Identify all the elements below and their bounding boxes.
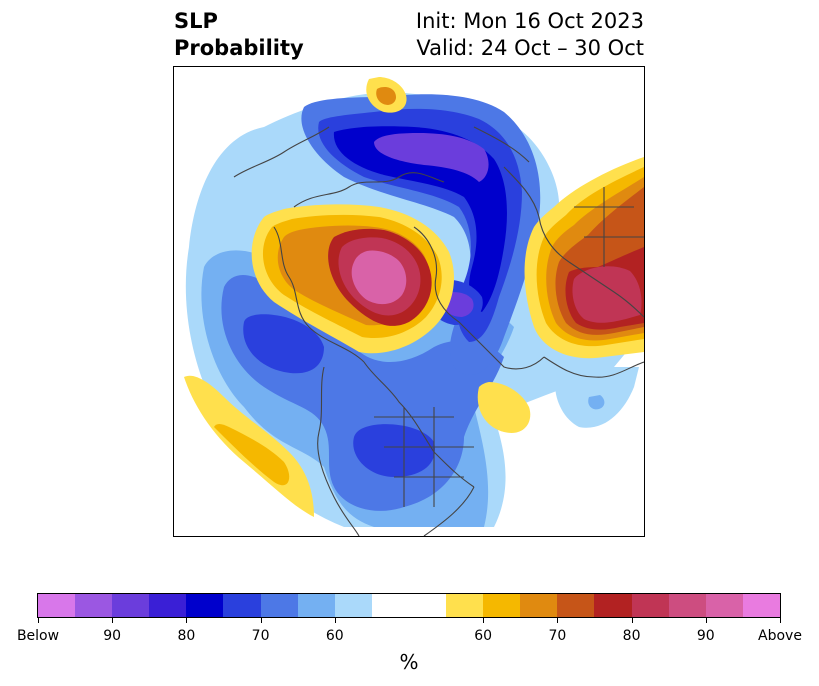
- prob-area-blue-strong-us: [353, 424, 435, 477]
- colorbar-tick-label: 70: [548, 628, 567, 644]
- prob-area-atlantic-yellow: [477, 382, 531, 433]
- colorbar: [37, 593, 781, 618]
- prob-area-pacific-orange: [214, 424, 290, 486]
- colorbar-segment: [186, 594, 224, 617]
- colorbar-segment: [631, 594, 669, 617]
- colorbar-segment: [297, 594, 335, 617]
- colorbar-tick-mark: [260, 618, 262, 623]
- colorbar-segment: [112, 594, 150, 617]
- colorbar-segment: [260, 594, 298, 617]
- colorbar-tick-label: 60: [325, 628, 344, 644]
- colorbar-tick-mark: [557, 618, 559, 623]
- colorbar-segment: [520, 594, 558, 617]
- prob-area-arctic-purple: [374, 133, 489, 182]
- colorbar-segment: [75, 594, 113, 617]
- colorbar-segment: [334, 594, 372, 617]
- colorbar-tick-mark: [186, 618, 188, 623]
- title-line-1: SLP: [174, 9, 218, 33]
- colorbar-tick-label: 70: [251, 628, 270, 644]
- colorbar-segment: [408, 594, 447, 617]
- colorbar-tick-label: Below: [16, 628, 60, 644]
- colorbar-tick-mark: [631, 618, 633, 623]
- title-line-2: Probability: [174, 36, 304, 60]
- colorbar-segment: [483, 594, 521, 617]
- colorbar-unit: %: [399, 650, 419, 674]
- prob-area-atlantic-blue-mid: [588, 395, 605, 410]
- coastlines: [233, 126, 644, 536]
- map-svg: [184, 77, 644, 536]
- colorbar-tick-mark: [112, 618, 114, 623]
- init-date: Init: Mon 16 Oct 2023: [415, 9, 644, 33]
- colorbar-tick-label: 80: [622, 628, 641, 644]
- colorbar-tick-label: 90: [103, 628, 122, 644]
- colorbar-segment: [742, 594, 780, 617]
- colorbar-tick-mark: [334, 618, 336, 623]
- colorbar-tick-mark: [38, 618, 39, 623]
- prob-area-east-crimson: [572, 266, 642, 323]
- prob-area-blue-strong: [243, 314, 324, 374]
- colorbar-tick-mark: [780, 618, 781, 623]
- prob-area-warm-pink: [351, 250, 407, 305]
- probability-map: [173, 66, 645, 537]
- colorbar-segment: [594, 594, 632, 617]
- colorbar-segment: [149, 594, 187, 617]
- colorbar-tick-label: 60: [474, 628, 493, 644]
- colorbar-tick-mark: [705, 618, 707, 623]
- valid-range: Valid: 24 Oct – 30 Oct: [416, 36, 644, 60]
- colorbar-segment: [446, 594, 484, 617]
- colorbar-segment: [705, 594, 743, 617]
- colorbar-tick-label: Above: [758, 628, 802, 644]
- colorbar-segment: [371, 594, 409, 617]
- map-title: SLP Probability: [174, 8, 304, 62]
- colorbar-segment: [223, 594, 261, 617]
- colorbar-segment: [557, 594, 595, 617]
- colorbar-segment: [38, 594, 76, 617]
- colorbar-tick-mark: [483, 618, 485, 623]
- colorbar-segment: [668, 594, 706, 617]
- colorbar-tick-label: 90: [696, 628, 715, 644]
- colorbar-tick-label: 80: [177, 628, 196, 644]
- prob-area-orange-north: [376, 86, 396, 105]
- date-info: Init: Mon 16 Oct 2023 Valid: 24 Oct – 30…: [416, 8, 644, 62]
